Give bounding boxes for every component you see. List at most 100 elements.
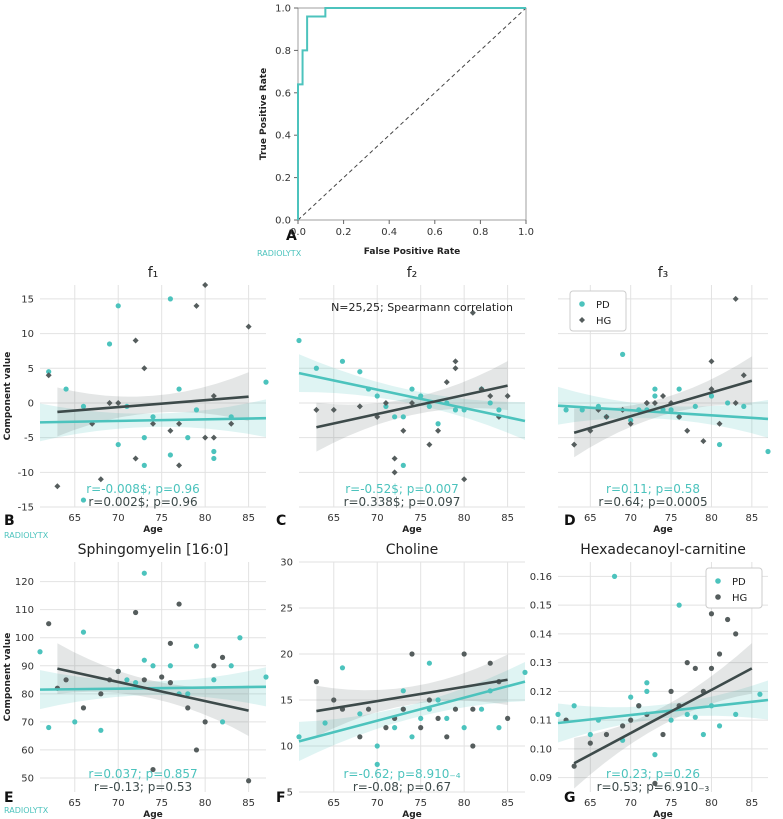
hg-point <box>684 427 691 434</box>
stat-pd: r=-0.52$; p=0.007 <box>345 482 459 496</box>
hg-point <box>692 665 698 671</box>
stat-hg: r=-0.08; p=0.67 <box>353 780 451 794</box>
hg-point <box>505 715 511 722</box>
pd-point <box>263 379 269 385</box>
y-tick-label: -10 <box>18 468 34 479</box>
hg-fit-line <box>573 379 753 435</box>
hg-point <box>470 706 476 712</box>
y-tick-label: 0.4 <box>275 131 291 142</box>
panel-D: D 65 70 75 80 85 f₃ r=0.11; p=0.58r=0.64; p=0.0… <box>557 265 771 535</box>
pd-point <box>80 629 87 635</box>
pd-point <box>237 635 243 641</box>
hg-point <box>603 731 610 738</box>
panel-B: B 65 70 75 80 85 -15 -10 -5 0 5 10 15 f₁ r=-0.008$; p=… <box>3 265 269 535</box>
y-tick-label: 80 <box>21 689 34 700</box>
hg-point <box>193 302 200 309</box>
hg-point <box>651 399 658 406</box>
pd-point <box>435 421 441 427</box>
y-tick-label: 120 <box>15 577 34 588</box>
y-tick-label: 50 <box>21 773 34 784</box>
hg-point <box>132 337 139 344</box>
x-tick-label: 80 <box>199 513 212 524</box>
pd-point <box>652 752 658 758</box>
hg-point <box>716 651 723 657</box>
pd-fit-line <box>39 416 267 424</box>
pd-point <box>676 602 682 608</box>
hg-point <box>202 719 208 725</box>
y-tick-label: -15 <box>18 503 34 514</box>
hg-point <box>684 660 690 666</box>
pd-point <box>644 680 650 686</box>
hg-point <box>700 438 707 445</box>
y-tick-label: 20 <box>280 650 293 661</box>
panel-letter: F <box>276 790 286 806</box>
panel-F: F 65 70 75 80 85 5 10 15 20 25 30 Choline r=-0.62; p=… <box>276 542 528 819</box>
hg-point <box>202 282 209 288</box>
panel-letter: G <box>564 790 576 806</box>
pd-point <box>141 570 147 576</box>
hg-point <box>708 358 715 365</box>
panel-A: A0.0 0.2 0.4 0.6 0.8 1.0 0.0 0.2 0.4 0.6 0.8 1.0 Fal… <box>257 4 534 259</box>
x-axis-label: Age <box>402 525 422 535</box>
hg-point <box>470 743 476 749</box>
pd-point <box>668 407 674 413</box>
pd-point <box>668 717 674 723</box>
hg-point <box>740 372 747 379</box>
pd-point <box>296 337 302 344</box>
pd-point <box>167 452 173 458</box>
hg-point <box>185 705 191 711</box>
pd-point <box>374 761 380 768</box>
y-tick-label: -5 <box>24 433 34 444</box>
pd-point <box>72 719 78 725</box>
x-tick-label: 0.4 <box>381 227 397 238</box>
hg-point <box>159 674 165 680</box>
y-axis-label: Component value <box>3 352 13 441</box>
y-tick-label: 0.10 <box>530 744 552 755</box>
legend-pd-label: PD <box>596 300 610 311</box>
hg-point <box>54 483 61 490</box>
hg-fit-line <box>573 667 753 765</box>
hg-point <box>732 295 739 302</box>
x-tick-label: 70 <box>112 513 125 524</box>
pd-point <box>700 731 706 738</box>
hg-fit-line <box>316 384 508 429</box>
pd-point <box>98 727 104 733</box>
panel-G: G 65 70 75 80 85 0.09 0.10 0.11 0.12 0.13 0.14 0.15 0… <box>530 542 769 819</box>
hg-fit-line <box>57 395 249 414</box>
pd-point <box>555 711 561 717</box>
hg-point <box>115 399 122 406</box>
pd-point <box>496 725 502 731</box>
pd-point <box>46 724 52 731</box>
y-tick-label: 70 <box>21 717 34 728</box>
x-tick-label: 0.8 <box>472 227 488 238</box>
stat-pd: r=-0.008$; p=0.96 <box>86 482 200 496</box>
hg-point <box>426 697 432 703</box>
pd-point <box>313 365 319 371</box>
pd-point <box>167 663 173 669</box>
panel-letter: C <box>276 513 286 529</box>
x-tick-label: 85 <box>745 513 758 524</box>
hg-point <box>133 609 139 616</box>
hg-point <box>733 631 739 637</box>
hg-point <box>391 455 398 462</box>
pd-point <box>628 694 634 700</box>
panel-letter: E <box>4 790 14 806</box>
y-tick-label: 25 <box>280 604 293 615</box>
hg-point <box>46 621 52 627</box>
pd-point <box>741 403 747 410</box>
hg-point <box>45 372 52 379</box>
y-tick-label: 30 <box>280 558 293 569</box>
legend-pd-marker <box>579 301 585 307</box>
pd-point <box>339 358 346 364</box>
pd-point <box>452 407 459 413</box>
chart-title: Hexadecanoyl-carnitine <box>580 542 746 558</box>
x-tick-label: 70 <box>112 798 125 809</box>
chart-title: f₂ <box>407 265 418 281</box>
pd-point <box>211 455 217 462</box>
pd-point <box>400 688 406 694</box>
pd-point <box>563 407 569 413</box>
x-tick-label: 0.6 <box>427 227 443 238</box>
x-tick-label: 0.2 <box>336 227 352 238</box>
chart-title: f₁ <box>148 265 159 281</box>
